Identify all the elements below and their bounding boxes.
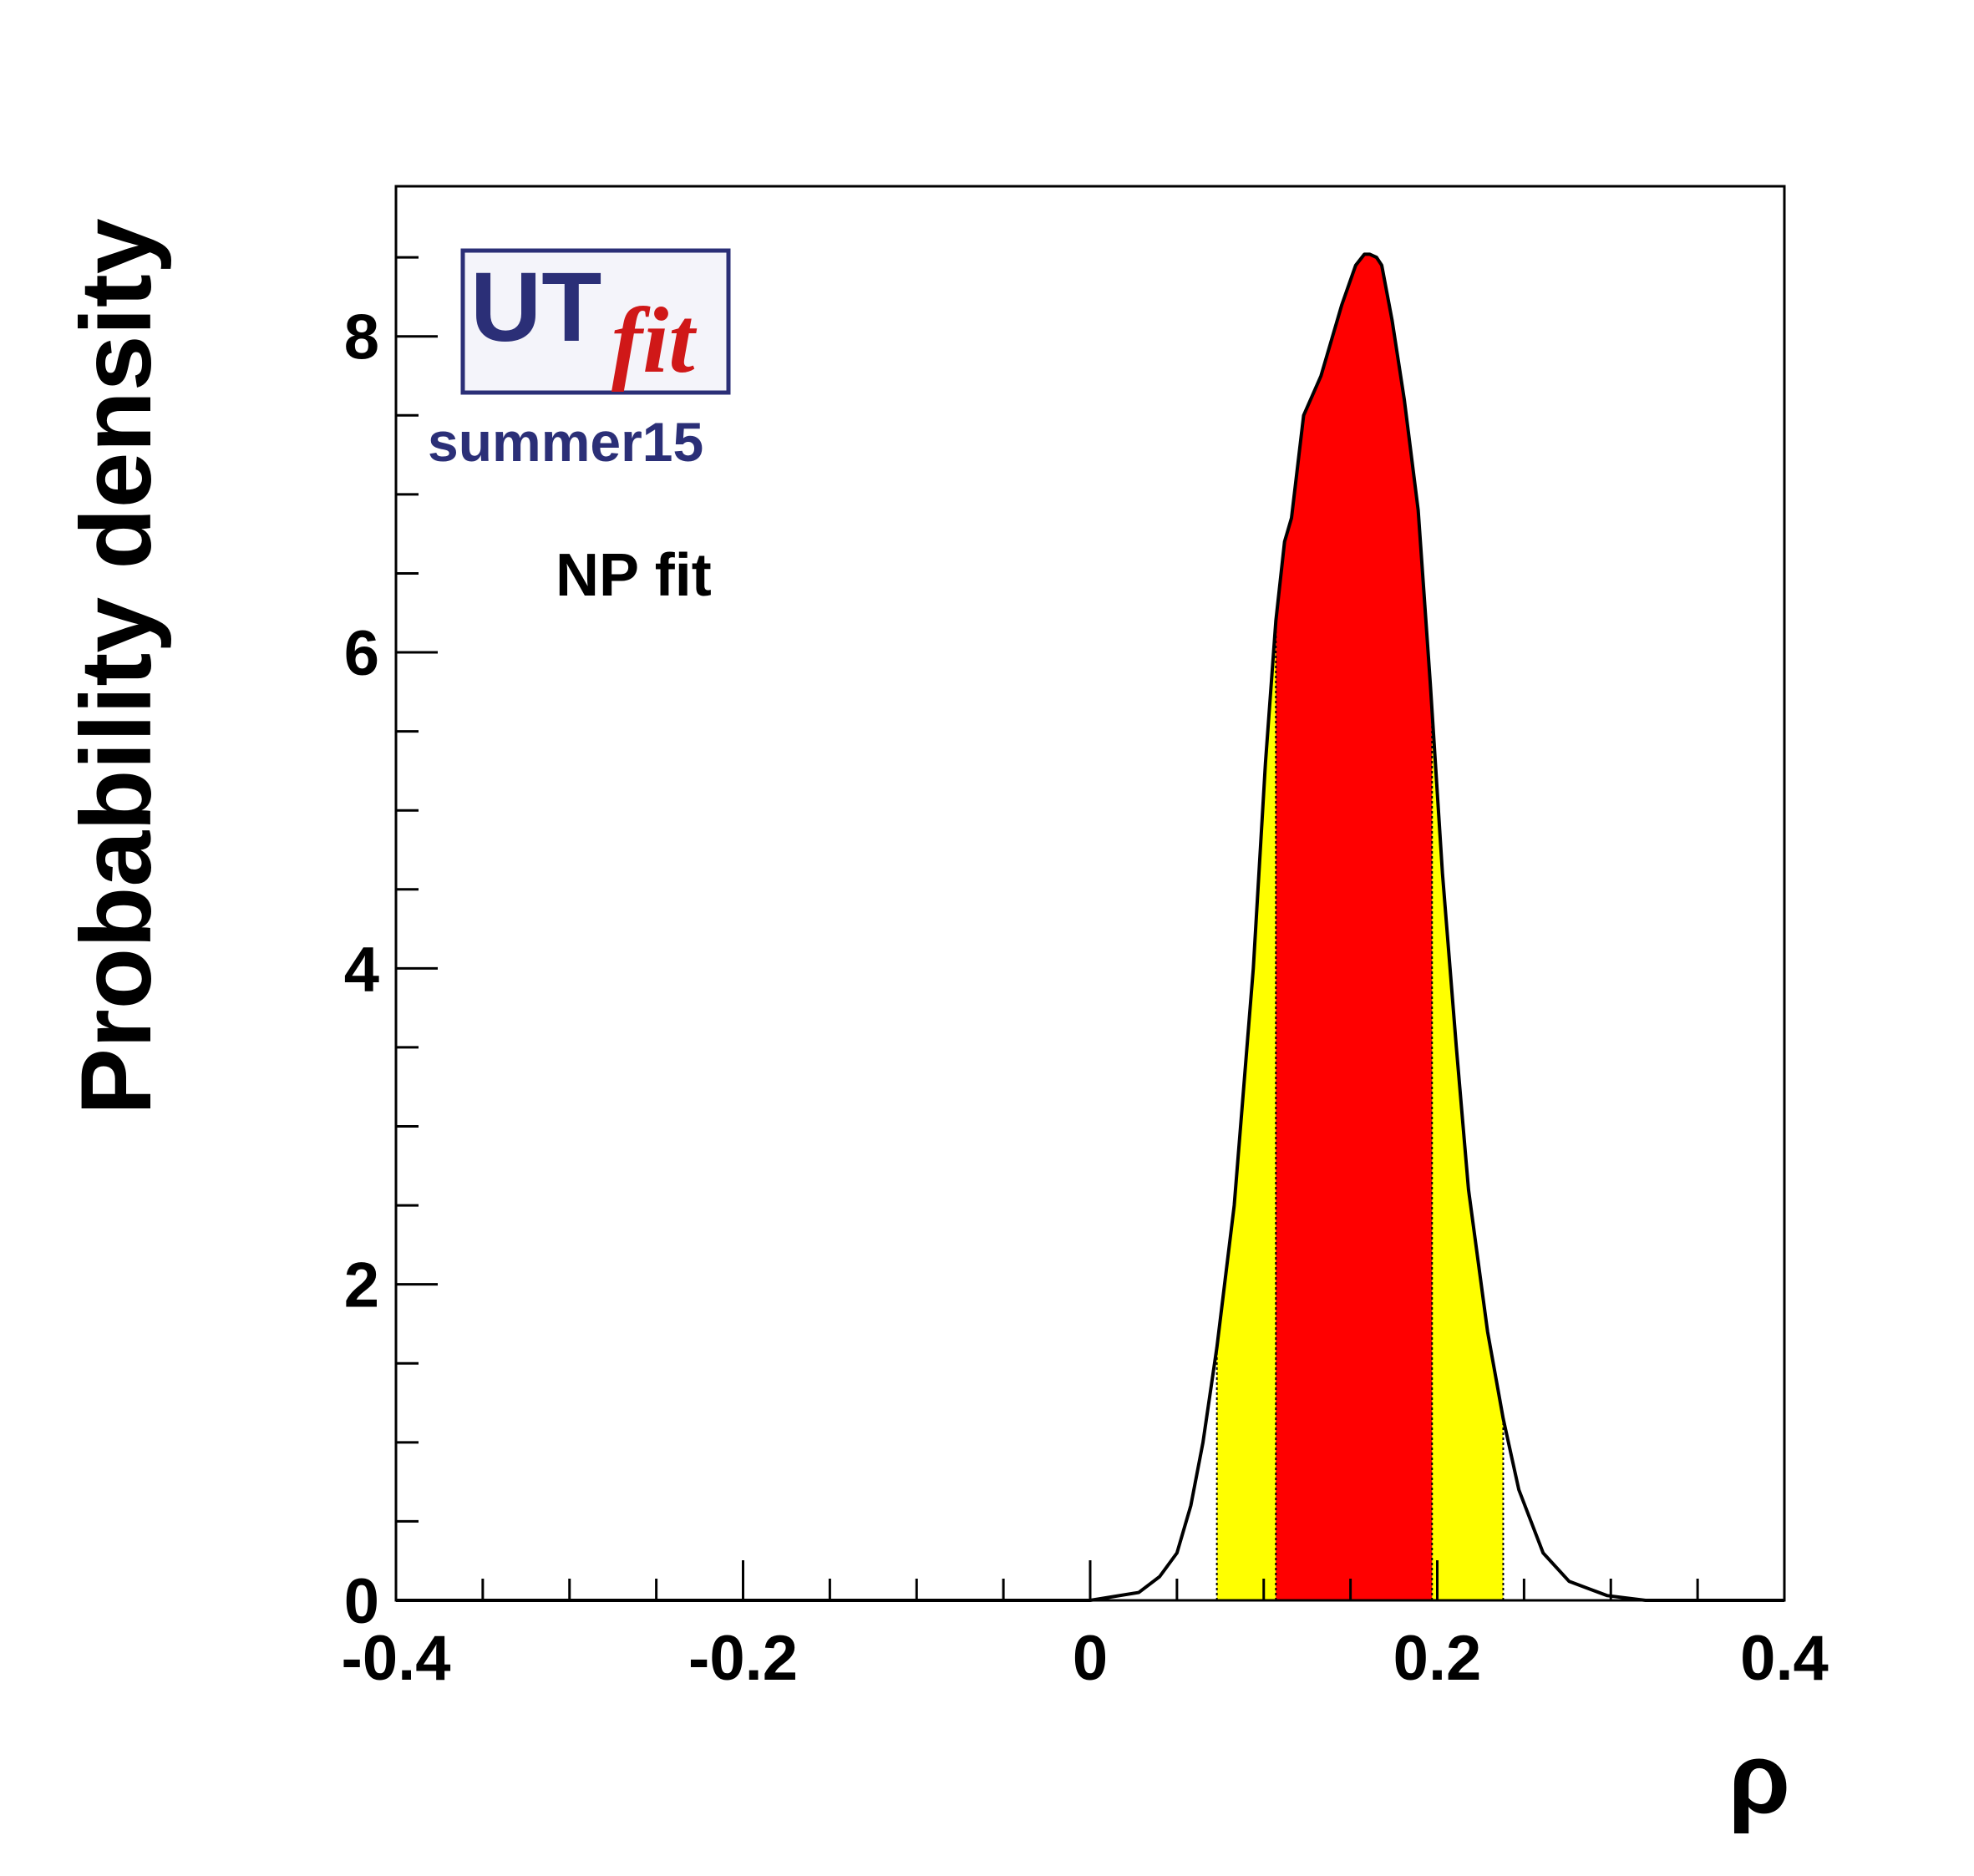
x-tick-label: -0.2 <box>688 1623 798 1694</box>
y-tick-label: 2 <box>344 1250 379 1321</box>
x-tick-label: 0.4 <box>1740 1623 1829 1694</box>
logo-subtitle: summer15 <box>428 411 703 473</box>
utfit-logo: UT fit summer15 <box>428 248 731 473</box>
x-axis-label: ρ <box>1728 1722 1790 1834</box>
x-tick-label: 0 <box>1073 1623 1108 1694</box>
density-curve <box>396 252 1784 1602</box>
y-axis-label: Probability density <box>60 218 172 1115</box>
y-tick-label: 8 <box>344 302 379 373</box>
y-tick-label: 0 <box>344 1566 379 1637</box>
logo-fit: fit <box>611 289 697 393</box>
y-tick-label: 4 <box>344 934 379 1005</box>
y-tick-label: 6 <box>344 618 379 689</box>
plot-frame <box>394 185 1786 1602</box>
band-1 <box>1276 254 1433 1601</box>
x-tick-label: 0.2 <box>1393 1623 1482 1694</box>
logo-ut: UT <box>470 252 601 363</box>
annotation-np-fit: NP fit <box>556 542 712 609</box>
x-tick-label: -0.4 <box>342 1623 451 1694</box>
